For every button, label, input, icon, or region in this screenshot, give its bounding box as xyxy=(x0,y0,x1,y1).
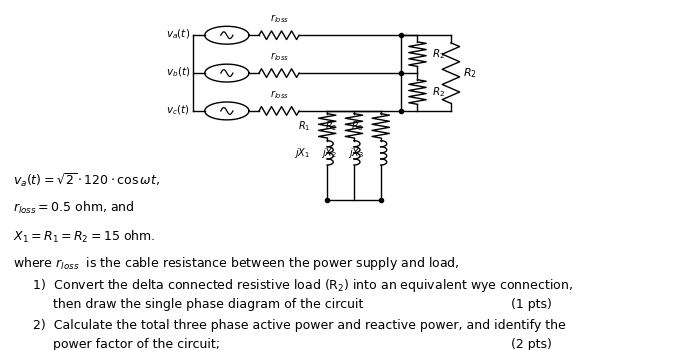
Text: where $r_{loss}$  is the cable resistance between the power supply and load,: where $r_{loss}$ is the cable resistance… xyxy=(13,255,459,272)
Text: 1)  Convert the delta connected resistive load (R$_2$) into an equivalent wye co: 1) Convert the delta connected resistive… xyxy=(13,278,573,294)
Text: then draw the single phase diagram of the circuit: then draw the single phase diagram of th… xyxy=(13,299,363,312)
Text: $jX_1$: $jX_1$ xyxy=(295,146,311,160)
Text: (2 pts): (2 pts) xyxy=(511,338,552,350)
Text: $jX_2$: $jX_2$ xyxy=(321,146,337,160)
Text: $v_c(t)$: $v_c(t)$ xyxy=(166,104,190,117)
Text: $v_b(t)$: $v_b(t)$ xyxy=(166,66,190,79)
Text: power factor of the circuit;: power factor of the circuit; xyxy=(13,338,220,350)
Text: $R_2$: $R_2$ xyxy=(463,66,477,80)
Text: $X_1 = R_1 = R_2 = 15$ ohm.: $X_1 = R_1 = R_2 = 15$ ohm. xyxy=(13,229,155,245)
Text: $R_2$: $R_2$ xyxy=(325,119,337,133)
Text: $v_a(t) = \sqrt{2} \cdot 120 \cdot \cos\omega t$,: $v_a(t) = \sqrt{2} \cdot 120 \cdot \cos\… xyxy=(13,171,160,189)
Text: $r_{loss} = 0.5$ ohm, and: $r_{loss} = 0.5$ ohm, and xyxy=(13,201,134,217)
Text: $R_3$: $R_3$ xyxy=(351,119,364,133)
Text: $r_{loss}$: $r_{loss}$ xyxy=(270,50,288,63)
Text: $R_1$: $R_1$ xyxy=(298,119,311,133)
Text: $v_a(t)$: $v_a(t)$ xyxy=(166,28,190,42)
Text: (1 pts): (1 pts) xyxy=(511,299,552,312)
Text: $R_2$: $R_2$ xyxy=(432,85,445,99)
Text: $r_{loss}$: $r_{loss}$ xyxy=(270,88,288,101)
Text: $r_{loss}$: $r_{loss}$ xyxy=(270,12,288,25)
Text: $jX_3$: $jX_3$ xyxy=(348,146,364,160)
Text: 2)  Calculate the total three phase active power and reactive power, and identif: 2) Calculate the total three phase activ… xyxy=(13,319,566,332)
Text: $R_2$: $R_2$ xyxy=(432,47,445,61)
